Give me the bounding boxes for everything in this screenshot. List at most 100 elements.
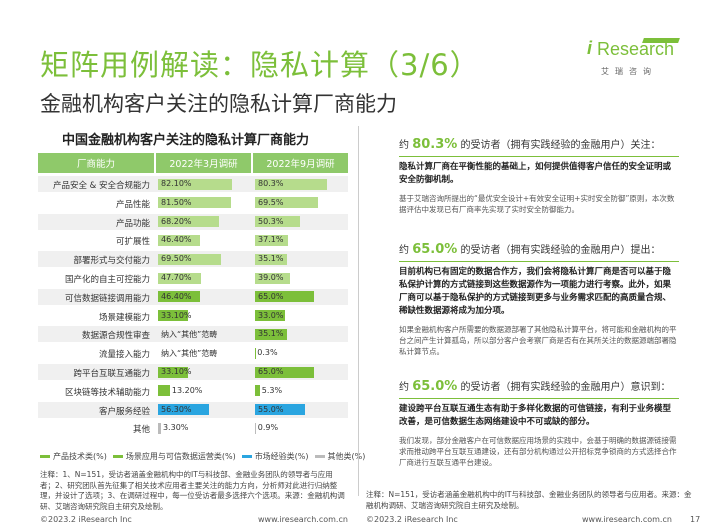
data-label: 68.20% [161, 216, 192, 226]
data-label: 35.1% [258, 329, 284, 339]
bar-mar [158, 197, 232, 209]
callout-head-text: 的受访者（拥有实践经验的金融用户）关注： [460, 140, 661, 151]
header-mar-survey: 2022年3月调研 [156, 153, 251, 173]
data-label: 65.0% [258, 367, 284, 376]
row-label: 可扩展性 [115, 237, 150, 248]
data-label: 69.50% [161, 254, 192, 264]
bar-mar [158, 234, 200, 246]
callout-percent: 65.0% [412, 379, 458, 394]
data-label: 46.40% [161, 235, 192, 245]
row-label: 流量接入能力 [98, 350, 150, 361]
data-label: 13.20% [171, 385, 203, 395]
bar-sep [255, 216, 301, 228]
bar-sep [255, 197, 318, 209]
legend-label: 产品技术类(%) [53, 452, 107, 461]
bar-sep [255, 404, 305, 416]
bar-mar [158, 272, 201, 284]
row-label: 产品安全 & 安全合规能力 [52, 181, 150, 191]
callout-bold: 目前机构已有固定的数据合作方，我们会将隐私计算厂商是否可以基于隐私保护计算的方式… [399, 267, 672, 316]
callout-security: 约 80.3% 的受访者（拥有实践经验的金融用户）关注： 隐私计算厂商在平衡性能… [399, 136, 679, 215]
callout-percent: 80.3% [412, 137, 458, 152]
row-label: 其他 [132, 425, 150, 436]
bar-sep [255, 366, 314, 378]
bar-sep [255, 253, 287, 265]
bar-sep [255, 272, 291, 284]
data-label: 55.0% [258, 404, 284, 414]
page-title: 矩阵用例解读：隐私计算（3/6） [40, 48, 480, 82]
callout-rule [399, 261, 679, 262]
legend-item: 场景应用与可信数据运营类(%) [112, 451, 236, 462]
callout-rule [399, 156, 679, 157]
bar-sep [255, 310, 285, 322]
data-label: 纳入“其他”范畴 [161, 349, 218, 359]
row-label: 产品功能 [115, 218, 150, 229]
bar-mar [158, 422, 161, 434]
row-label: 区块链等技术辅助能力 [64, 387, 150, 398]
callout-head-text: 的受访者（拥有实践经验的金融用户）提出： [460, 245, 661, 256]
footer-url[interactable]: www.iresearch.com.cn [258, 515, 348, 524]
data-label: 33.0% [258, 310, 284, 320]
bar-mar [158, 178, 232, 190]
logo-word: Research [597, 39, 675, 59]
bar-mar [158, 404, 209, 416]
callout-percent: 65.0% [412, 242, 458, 257]
bar-mar [158, 216, 220, 228]
bar-mar [158, 253, 221, 265]
bar-mar [158, 291, 200, 303]
callout-head: 约 65.0% 的受访者（拥有实践经验的金融用户）意识到： [399, 378, 679, 394]
data-label: 65.0% [258, 291, 284, 301]
data-label: 37.1% [258, 235, 284, 245]
data-label: 33.10% [161, 310, 192, 320]
data-label: 纳入“其他”范畴 [161, 330, 218, 340]
callout-body: 我们发现，部分金融客户在可信数据应用场景的实践中，会基于明确的数据源链接需求而推… [399, 436, 677, 467]
legend-item: 产品技术类(%) [40, 451, 107, 462]
page-number: 17 [690, 515, 701, 524]
data-label: 50.3% [258, 216, 284, 226]
data-label: 5.3% [261, 385, 283, 395]
callout-bold: 建设跨平台互联互通生态有助于多样化数据的可信链接，有利于业务模型改善，是可信数据… [399, 404, 672, 427]
bar-sep [255, 291, 314, 303]
data-label: 81.50% [161, 197, 192, 207]
row-label: 场景建模能力 [98, 312, 150, 323]
row-label: 部署形式与交付能力 [73, 256, 150, 267]
legend-item: 其他类(%) [314, 451, 366, 462]
bar-sep [255, 328, 287, 340]
callout-prefix: 约 [399, 140, 409, 151]
bar-sep [255, 385, 260, 397]
table-row [38, 420, 348, 437]
data-label: 39.0% [258, 273, 284, 282]
callout-head: 约 80.3% 的受访者（拥有实践经验的金融用户）关注： [399, 136, 679, 152]
chart-legend: 产品技术类(%) 场景应用与可信数据运营类(%) 市场经验类(%) 其他类(%) [40, 451, 365, 462]
row-label: 跨平台互联互通能力 [73, 369, 150, 379]
logo-i: i [587, 38, 593, 58]
callout-body: 基于艾瑞咨询所提出的“最优安全设计+有效安全证明+实时安全防御”原则，本次数据评… [399, 194, 675, 214]
callout-rule [399, 398, 679, 399]
header-sep-survey: 2022年9月调研 [253, 153, 348, 173]
bar-sep [255, 422, 256, 434]
callout-head-text: 的受访者（拥有实践经验的金融用户）意识到： [460, 382, 671, 393]
bar-mar [158, 310, 188, 322]
callout-body: 如果金融机构客户所需要的数据源部署了其他隐私计算平台，将可能和金融机构的平台之间… [399, 325, 677, 356]
legend-label: 市场经验类(%) [254, 452, 309, 461]
callout-prefix: 约 [399, 245, 409, 256]
data-label: 46.40% [161, 291, 192, 301]
column-divider [358, 126, 359, 496]
legend-label: 场景应用与可信数据运营类(%) [125, 452, 236, 461]
footer-url-right[interactable]: www.iresearch.com.cn [582, 515, 672, 524]
row-label: 数据源合规性审查 [81, 331, 150, 342]
bar-mar [158, 366, 188, 378]
row-label: 国产化的自主可控能力 [64, 275, 150, 285]
header-capability: 厂商能力 [38, 153, 154, 173]
data-label: 0.3% [257, 348, 278, 358]
legend-label: 其他类(%) [327, 452, 366, 461]
chart-note: 注释：1、N=151，受访者涵盖金融机构中的IT与科技部、金融业务团队的领导者与… [40, 470, 345, 511]
data-label: 33.10% [161, 367, 192, 376]
callout-head: 约 65.0% 的受访者（拥有实践经验的金融用户）提出： [399, 241, 679, 257]
footer-copyright: ©2023.2 iResearch Inc [40, 515, 132, 524]
callout-data-link: 约 65.0% 的受访者（拥有实践经验的金融用户）提出： 目前机构已有固定的数据… [399, 241, 679, 357]
bar-sep [255, 234, 289, 246]
callout-prefix: 约 [399, 382, 409, 393]
row-label: 客户服务经验 [98, 406, 150, 417]
row-label: 可信数据链接调用能力 [64, 293, 150, 304]
data-label: 47.70% [161, 273, 192, 282]
